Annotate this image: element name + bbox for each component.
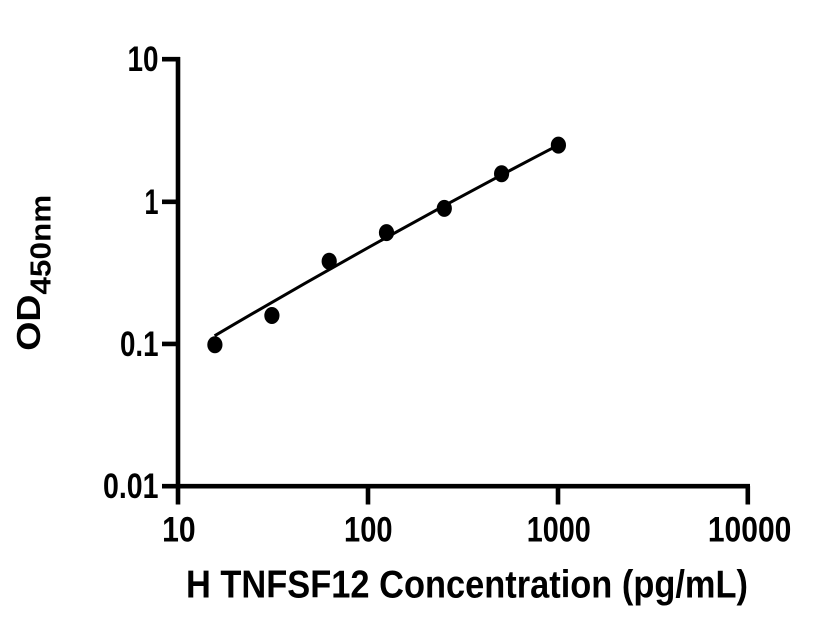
svg-text:OD450nm: OD450nm: [10, 195, 57, 351]
svg-text:10: 10: [128, 40, 159, 79]
svg-text:H TNFSF12 Concentration (pg/mL: H TNFSF12 Concentration (pg/mL): [186, 563, 748, 606]
svg-text:1000: 1000: [527, 511, 591, 550]
svg-text:10000: 10000: [708, 511, 792, 550]
svg-text:1: 1: [145, 183, 159, 222]
svg-text:10: 10: [162, 511, 196, 550]
svg-text:0.01: 0.01: [103, 467, 159, 506]
svg-text:0.1: 0.1: [120, 325, 159, 364]
svg-text:100: 100: [344, 511, 393, 550]
